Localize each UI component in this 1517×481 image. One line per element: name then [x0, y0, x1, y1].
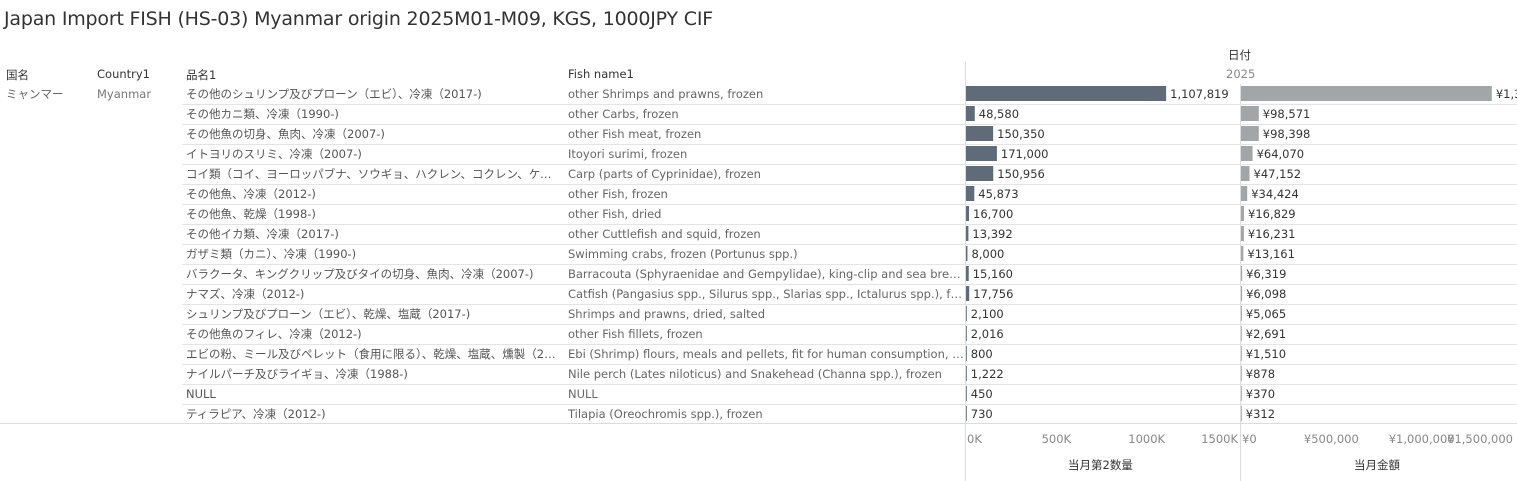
qty-value-label: 450 — [971, 387, 993, 401]
item-ja-header: 品名1 — [186, 68, 217, 82]
qty-bar — [966, 406, 967, 421]
country-en-header: Country1 — [97, 67, 151, 81]
qty-axis-title: 当月第2数量 — [1068, 458, 1133, 472]
fish-name-header: Fish name1 — [568, 67, 634, 81]
amount-value-label: ¥5,065 — [1246, 307, 1286, 321]
amount-value-label: ¥312 — [1246, 407, 1275, 421]
amount-bar — [1241, 366, 1242, 381]
qty-bar — [966, 86, 1167, 101]
qty-value-label: 2,016 — [971, 327, 1004, 341]
qty-bar — [966, 186, 975, 201]
amount-bar — [1241, 286, 1243, 301]
amount-bar — [1241, 86, 1492, 101]
amount-bar — [1241, 106, 1259, 121]
amount-value-label: ¥16,231 — [1248, 227, 1296, 241]
qty-tick-label: 0K — [967, 432, 982, 446]
amount-tick-label: ¥1,000,000 — [1388, 432, 1455, 446]
amount-value-label: ¥6,098 — [1246, 287, 1286, 301]
amount-value-label: ¥2,691 — [1246, 327, 1286, 341]
amount-value-label: ¥1,388,280 — [1496, 87, 1517, 101]
qty-value-label: 17,756 — [973, 287, 1013, 301]
amount-bar — [1241, 386, 1242, 401]
amount-bar — [1241, 126, 1259, 141]
qty-value-label: 730 — [971, 407, 993, 421]
qty-tick-label: 1000K — [1128, 432, 1166, 446]
qty-tick-label: 500K — [1041, 432, 1072, 446]
qty-bar — [966, 246, 968, 261]
amount-bar — [1241, 346, 1242, 361]
qty-bar — [966, 386, 967, 401]
qty-value-label: 45,873 — [978, 187, 1018, 201]
qty-tick-label: 1500K — [1201, 432, 1238, 446]
qty-value-label: 1,222 — [971, 367, 1004, 381]
amount-tick-label: ¥1,500,000 — [1447, 432, 1513, 446]
qty-bar — [966, 226, 969, 241]
amount-bar — [1241, 166, 1250, 181]
amount-bar — [1241, 306, 1242, 321]
qty-value-label: 16,700 — [973, 207, 1013, 221]
qty-value-label: 2,100 — [971, 307, 1004, 321]
amount-bar — [1241, 326, 1242, 341]
amount-value-label: ¥6,319 — [1246, 267, 1286, 281]
qty-value-label: 48,580 — [979, 107, 1019, 121]
qty-value-label: 1,107,819 — [1170, 87, 1229, 101]
amount-value-label: ¥64,070 — [1257, 147, 1305, 161]
amount-bar — [1241, 226, 1244, 241]
amount-bar — [1241, 186, 1248, 201]
amount-value-label: ¥16,829 — [1248, 207, 1296, 221]
qty-bar — [966, 206, 970, 221]
qty-bar — [966, 286, 970, 301]
amount-value-label: ¥13,161 — [1247, 247, 1295, 261]
qty-value-label: 150,350 — [997, 127, 1045, 141]
amount-axis-title: 当月金額 — [1354, 458, 1400, 472]
qty-value-label: 15,160 — [973, 267, 1013, 281]
amount-value-label: ¥878 — [1246, 367, 1275, 381]
qty-bar — [966, 146, 997, 161]
qty-bar — [966, 326, 967, 341]
qty-bar — [966, 106, 975, 121]
amount-bar — [1241, 206, 1245, 221]
amount-bar — [1241, 266, 1243, 281]
amount-value-label: ¥98,398 — [1263, 127, 1311, 141]
qty-bar — [966, 126, 994, 141]
qty-bar — [966, 306, 967, 321]
qty-value-label: 8,000 — [971, 247, 1004, 261]
qty-bar — [966, 366, 967, 381]
amount-bar — [1241, 406, 1242, 421]
qty-bar — [966, 166, 994, 181]
qty-bar — [966, 346, 967, 361]
amount-value-label: ¥47,152 — [1254, 167, 1302, 181]
amount-value-label: ¥98,571 — [1263, 107, 1311, 121]
amount-bar — [1241, 246, 1244, 261]
amount-value-label: ¥370 — [1246, 387, 1275, 401]
qty-value-label: 13,392 — [972, 227, 1012, 241]
country-ja-header: 国名 — [6, 68, 29, 82]
qty-bar — [966, 266, 969, 281]
amount-tick-label: ¥0 — [1242, 432, 1257, 446]
qty-value-label: 171,000 — [1001, 147, 1049, 161]
amount-bar — [1241, 146, 1253, 161]
date-header: 日付 — [1228, 48, 1251, 62]
page-title: Japan Import FISH (HS-03) Myanmar origin… — [4, 8, 713, 30]
amount-value-label: ¥34,424 — [1251, 187, 1299, 201]
qty-value-label: 150,956 — [997, 167, 1045, 181]
amount-tick-label: ¥500,000 — [1303, 432, 1359, 446]
amount-value-label: ¥1,510 — [1246, 347, 1286, 361]
qty-value-label: 800 — [971, 347, 993, 361]
year-header: 2025 — [1226, 67, 1256, 81]
